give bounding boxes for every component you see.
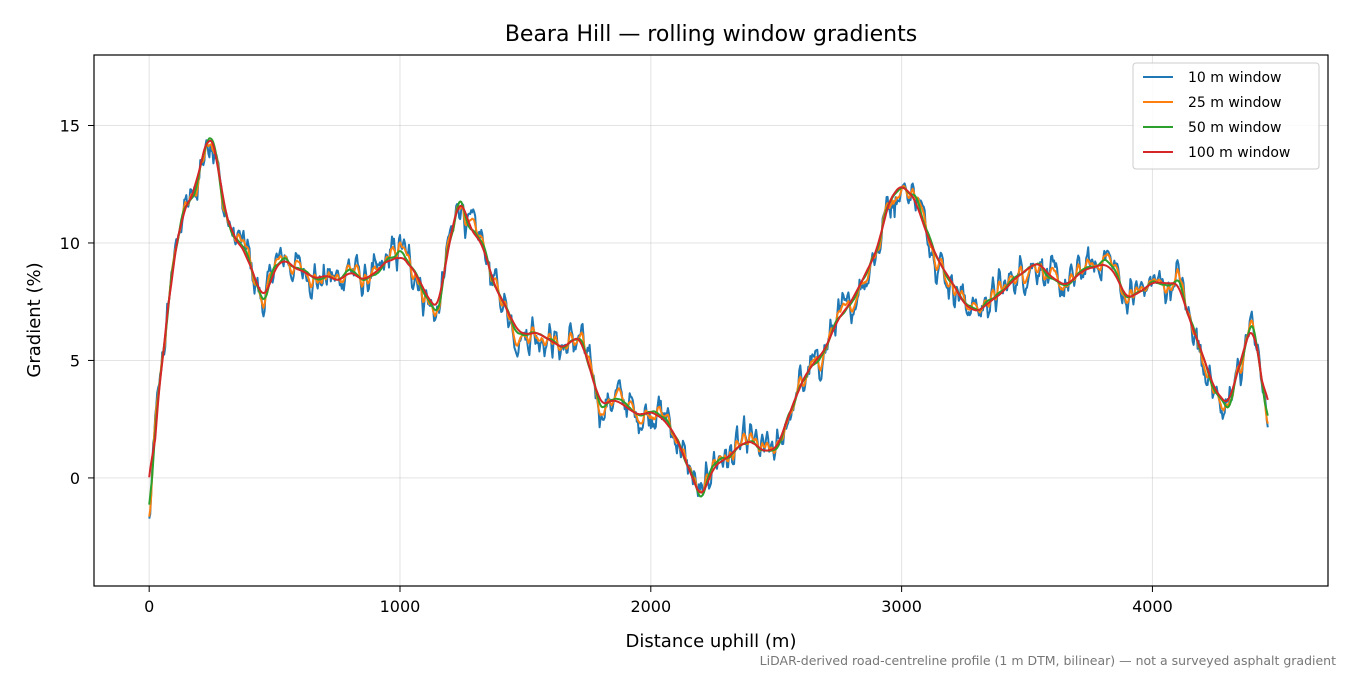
series-lines — [148, 137, 1269, 519]
x-tick-label: 1000 — [380, 597, 421, 616]
x-tick-label: 2000 — [630, 597, 671, 616]
chart-title: Beara Hill — rolling window gradients — [505, 22, 917, 47]
y-tick-label: 0 — [70, 469, 80, 488]
y-tick-label: 15 — [60, 116, 80, 135]
legend-label-3: 50 m window — [1188, 120, 1281, 136]
y-tick-label: 5 — [70, 351, 80, 370]
axis-ticks: 0 1000 2000 3000 4000 0 5 10 15 — [60, 116, 1173, 616]
legend-frame — [1132, 62, 1320, 170]
legend-label-4: 100 m window — [1188, 145, 1290, 161]
plot-frame — [93, 54, 1329, 587]
legend: 10 m window 25 m window 50 m window 100 m w… — [1132, 62, 1320, 170]
y-axis-label: Gradient (%) — [24, 262, 45, 377]
legend-label-2: 25 m window — [1188, 95, 1281, 111]
series-line-4 — [148, 139, 1269, 494]
footnote: LiDAR-derived road-centreline profile (1… — [760, 653, 1336, 668]
x-tick-label: 4000 — [1132, 597, 1173, 616]
x-axis-label: Distance uphill (m) — [626, 631, 797, 652]
legend-label-1: 10 m window — [1188, 70, 1281, 86]
y-tick-label: 10 — [60, 234, 80, 253]
x-tick-label: 3000 — [881, 597, 922, 616]
x-tick-label: 0 — [144, 597, 154, 616]
